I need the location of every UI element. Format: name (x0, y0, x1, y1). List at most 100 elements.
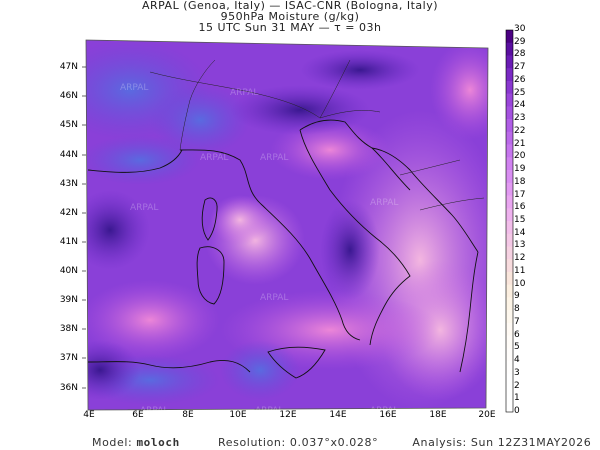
watermark-3: ARPAL (200, 153, 228, 163)
colorbar-swatch (506, 55, 513, 69)
lon-label-14e: 14E (329, 410, 347, 420)
colorbar-swatch (506, 144, 513, 158)
watermark-5: ARPAL (130, 203, 158, 213)
colorbar-label: 21 (514, 138, 526, 149)
colorbar-label: 26 (514, 74, 526, 85)
colorbar-label: 2 (514, 380, 520, 391)
colorbar-label: 1 (514, 393, 520, 404)
colorbar-swatch (506, 373, 513, 387)
footer-model-label: Model: (92, 436, 133, 449)
lat-label-42: 42N (59, 208, 78, 218)
colorbar-label: 15 (514, 215, 526, 225)
lon-label-4e: 4E (83, 410, 95, 420)
lat-label-36: 36N (59, 383, 78, 393)
colorbar-label: 20 (514, 151, 526, 162)
colorbar-label: 4 (514, 355, 520, 366)
watermark-4: ARPAL (260, 153, 288, 163)
lon-label-20e: 20E (478, 410, 496, 420)
header-line-1: ARPAL (Genoa, Italy) — ISAC-CNR (Bologna… (141, 0, 439, 12)
colorbar-label: 3 (514, 367, 520, 378)
lon-label-18e: 18E (429, 410, 447, 420)
watermark-2: ARPAL (230, 88, 258, 98)
lat-label-47: 47N (59, 62, 78, 72)
colorbar-label: 0 (514, 406, 520, 416)
footer-resolution: Resolution: 0.037°x0.028° (218, 436, 379, 449)
domain-border (85, 39, 489, 411)
colorbar-swatch (506, 221, 513, 235)
watermark-8: ARPAL (140, 406, 168, 416)
lon-label-12e: 12E (279, 410, 297, 420)
colorbar-label: 16 (514, 202, 526, 213)
colorbar-swatch (506, 233, 513, 247)
colorbar-label: 10 (514, 278, 526, 289)
colorbar-swatch (506, 195, 513, 209)
colorbar-swatch (506, 322, 513, 336)
colorbar-swatch (506, 208, 513, 222)
colorbar-swatch (506, 310, 513, 324)
watermark-10: ARPAL (370, 406, 398, 416)
colorbar-swatch (506, 182, 513, 196)
watermark-group: ARPAL ARPAL ARPAL ARPAL ARPAL ARPAL ARPA… (120, 83, 398, 416)
footer-analysis: Analysis: Sun 12Z31MAY2026 (412, 436, 592, 449)
colorbar-swatch (506, 271, 513, 285)
colorbar-swatch (506, 80, 513, 94)
colorbar-label: 19 (514, 164, 526, 175)
colorbar-label: 11 (514, 265, 526, 276)
colorbar (505, 29, 514, 413)
watermark-9: ARPAL (255, 406, 283, 416)
colorbar-swatch (506, 106, 513, 120)
header-line-2: 950hPa Moisture (g/kg) (220, 10, 360, 23)
colorbar-swatch (506, 284, 513, 298)
colorbar-swatch (506, 157, 513, 171)
colorbar-swatch (506, 386, 513, 400)
colorbar-swatch (506, 93, 513, 107)
colorbar-swatch (506, 119, 513, 133)
moisture-field (86, 40, 488, 410)
watermark-1: ARPAL (120, 83, 148, 93)
colorbar-swatch (506, 68, 513, 82)
colorbar-label: 7 (514, 316, 520, 327)
colorbar-label: 28 (514, 49, 526, 60)
lat-label-45: 45N (59, 120, 78, 130)
lat-label-39: 39N (59, 295, 78, 305)
colorbar-label: 9 (514, 291, 520, 302)
colorbar-swatch (506, 361, 513, 375)
lon-label-16e: 16E (379, 410, 397, 420)
lat-label-41: 41N (59, 237, 78, 247)
colorbar-label: 17 (514, 189, 526, 200)
lat-label-43: 43N (59, 179, 78, 189)
colorbar-swatch (506, 246, 513, 260)
colorbar-label: 24 (514, 100, 526, 111)
axis-ticks (82, 66, 86, 389)
coastlines (87, 119, 479, 379)
colorbar-label: 13 (514, 240, 526, 251)
colorbar-frame (505, 29, 514, 413)
lat-label-37: 37N (59, 353, 78, 363)
lon-label-10e: 10E (229, 410, 247, 420)
colorbar-swatch (506, 297, 513, 311)
colorbar-label: 12 (514, 253, 526, 264)
country-borders (149, 59, 485, 211)
lat-label-40: 40N (59, 266, 78, 276)
watermark-7: ARPAL (260, 293, 288, 303)
colorbar-label: 22 (514, 125, 526, 136)
lat-label-46: 46N (59, 91, 78, 101)
colorbar-swatch (506, 335, 513, 349)
colorbar-swatch (506, 259, 513, 273)
colorbar-swatch (506, 399, 513, 413)
footer: Model: moloch Resolution: 0.037°x0.028° … (92, 436, 591, 449)
colorbar-swatch (506, 170, 513, 184)
watermark-6: ARPAL (370, 198, 398, 208)
lat-label-38: 38N (59, 324, 78, 334)
colorbar-label: 14 (514, 227, 526, 238)
header-line-3: 15 UTC Sun 31 MAY — τ = 03h (198, 21, 382, 34)
colorbar-label: 18 (514, 176, 526, 187)
footer-model-name: moloch (136, 436, 180, 449)
lon-label-6e: 6E (132, 410, 144, 420)
colorbar-swatch (506, 348, 513, 362)
lon-label-8e: 8E (182, 410, 194, 420)
colorbar-swatch (506, 30, 513, 44)
colorbar-label: 30 (514, 24, 526, 34)
colorbar-label: 27 (514, 62, 526, 73)
